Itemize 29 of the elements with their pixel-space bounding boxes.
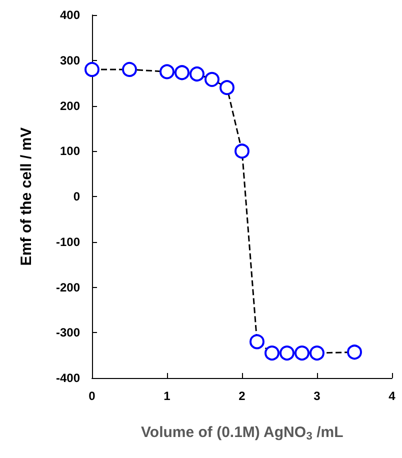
point <box>310 346 324 361</box>
point <box>250 334 264 350</box>
y-tick-label: -100 <box>56 234 80 249</box>
point <box>174 65 190 80</box>
point <box>220 80 234 96</box>
y-tick-label: 0 <box>73 190 80 204</box>
point <box>204 72 220 87</box>
point <box>190 66 204 82</box>
y-tick-label: -200 <box>56 280 80 294</box>
point <box>294 346 310 361</box>
point <box>84 62 100 77</box>
y-tick-label: 100 <box>60 144 80 158</box>
y-tick-label: -400 <box>56 371 80 385</box>
point <box>122 62 137 77</box>
y-tick-label: 300 <box>60 53 80 68</box>
y-tick-label: 400 <box>60 8 80 22</box>
point <box>280 346 294 361</box>
point <box>347 344 362 360</box>
point <box>234 144 250 159</box>
x-tick-label: 3 <box>314 389 321 403</box>
point <box>160 64 174 80</box>
y-axis-title: Emf of the cell / mV <box>18 127 35 266</box>
x-tick-label: 0 <box>88 389 96 403</box>
x-tick-label: 1 <box>164 389 171 403</box>
y-tick-label: 200 <box>60 98 80 113</box>
x-tick-label: 2 <box>238 389 246 403</box>
y-tick-label: -300 <box>56 326 80 340</box>
x-tick-label: 4 <box>388 389 396 403</box>
point <box>264 346 280 361</box>
